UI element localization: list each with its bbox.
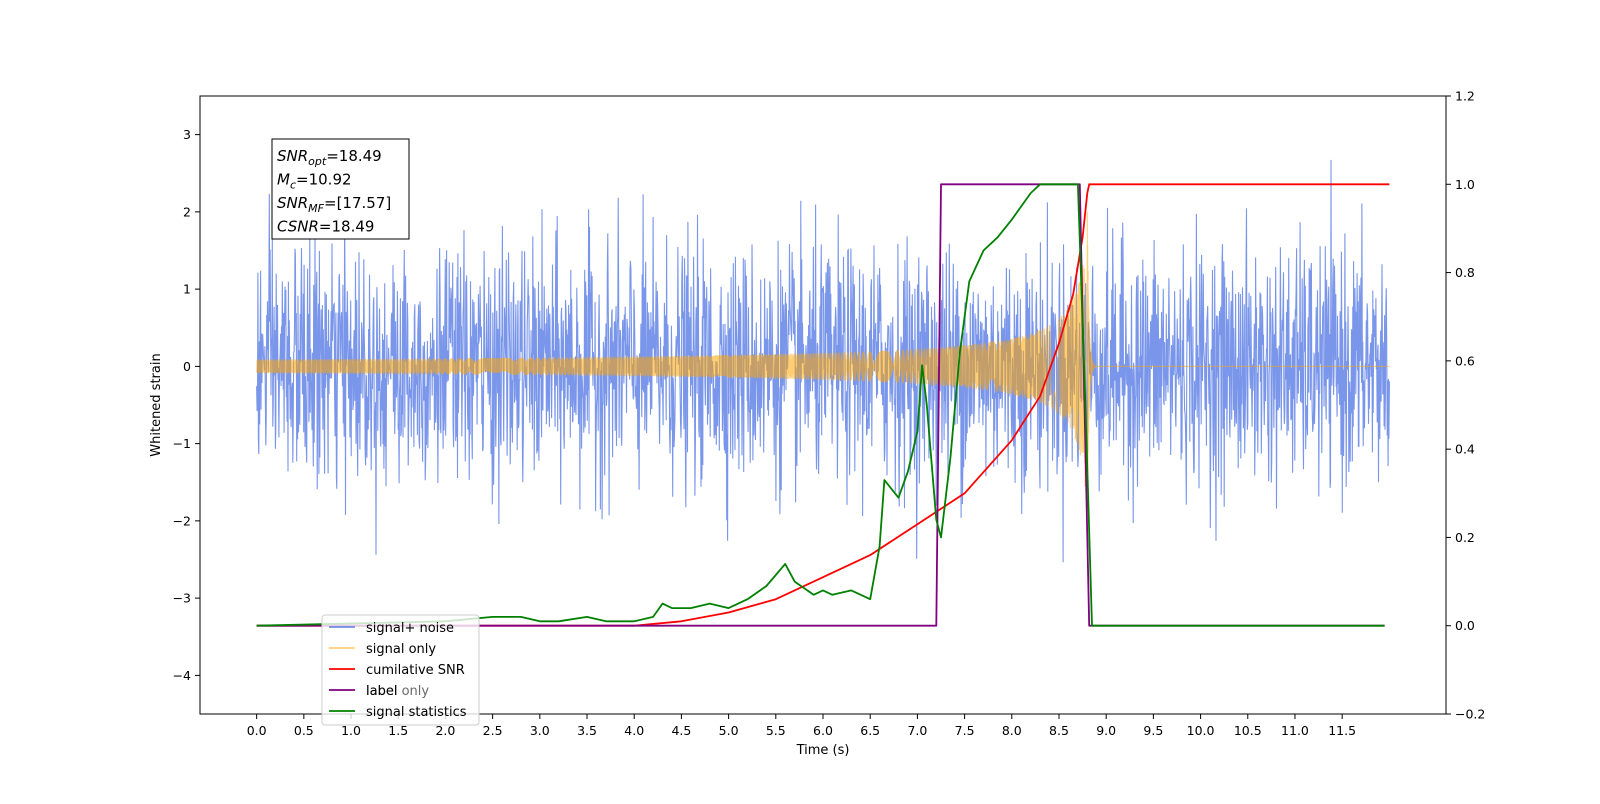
x-tick-label: 11.0 bbox=[1281, 723, 1309, 738]
annotation-line: Mc=10.92 bbox=[277, 171, 352, 192]
y2-tick-label: 0.6 bbox=[1455, 353, 1475, 368]
x-tick-label: 4.0 bbox=[624, 723, 644, 738]
y-axis-left: 3 2 1 0 −1 −2 −3 −4 bbox=[173, 127, 200, 683]
series-line-signal-only bbox=[256, 211, 1390, 504]
legend-label: label bbox=[366, 684, 397, 699]
x-tick-label: 9.5 bbox=[1143, 723, 1163, 738]
x-tick-label: 7.5 bbox=[955, 723, 975, 738]
plot-area bbox=[256, 159, 1390, 627]
x-axis: 0.0 0.5 1.0 1.5 2.0 2.5 3.0 3.5 4.0 4.5 5.0 5.5 6.0 6… bbox=[247, 714, 1356, 738]
y-tick-label: 3 bbox=[183, 127, 191, 142]
series-line-signal-noise bbox=[256, 159, 1390, 563]
y2-tick-label: 1.2 bbox=[1455, 89, 1475, 104]
y-tick-label: 0 bbox=[183, 359, 191, 374]
x-tick-label: 5.0 bbox=[719, 723, 739, 738]
x-tick-label: 6.5 bbox=[860, 723, 880, 738]
y-tick-label: −2 bbox=[173, 513, 191, 528]
x-tick-label: 3.0 bbox=[530, 723, 550, 738]
x-tick-label: 4.5 bbox=[671, 723, 691, 738]
x-axis-label: Time (s) bbox=[796, 743, 850, 758]
legend-label: signal+ noise bbox=[366, 621, 454, 636]
x-tick-label: 1.5 bbox=[388, 723, 408, 738]
y-axis-label: Whitened strain bbox=[149, 353, 164, 456]
x-tick-label: 2.0 bbox=[435, 723, 455, 738]
x-tick-label: 3.5 bbox=[577, 723, 597, 738]
y2-tick-label: 0.4 bbox=[1455, 442, 1475, 457]
x-tick-label: 10.0 bbox=[1187, 723, 1215, 738]
y-tick-label: 2 bbox=[183, 204, 191, 219]
x-tick-label: 0.0 bbox=[247, 723, 267, 738]
y-tick-label: −1 bbox=[173, 436, 191, 451]
x-tick-label: 11.5 bbox=[1328, 723, 1356, 738]
y-tick-label: −4 bbox=[173, 668, 191, 683]
legend-label: cumilative SNR bbox=[366, 663, 465, 678]
x-tick-label: 8.5 bbox=[1049, 723, 1069, 738]
series-line-signal-statistics bbox=[256, 183, 1385, 627]
legend-label: signal only bbox=[366, 642, 436, 657]
x-tick-label: 0.5 bbox=[294, 723, 314, 738]
series-line-cumilative-snr bbox=[256, 183, 1390, 627]
y2-tick-label: −0.2 bbox=[1455, 707, 1485, 722]
legend-frame bbox=[321, 614, 480, 726]
x-tick-label: 7.0 bbox=[907, 723, 927, 738]
y2-tick-label: 0.0 bbox=[1455, 618, 1475, 633]
annotation-line: SNRopt=18.49 bbox=[277, 147, 382, 168]
x-tick-label: 9.0 bbox=[1096, 723, 1116, 738]
legend-label-overlapped: label only bbox=[366, 684, 429, 699]
x-tick-label: 5.5 bbox=[766, 723, 786, 738]
y-tick-label: −3 bbox=[173, 591, 191, 606]
annotation-line: SNRMF=[17.57] bbox=[277, 194, 391, 215]
x-tick-label: 8.0 bbox=[1002, 723, 1022, 738]
x-tick-label: 10.5 bbox=[1234, 723, 1262, 738]
y-tick-label: 1 bbox=[183, 282, 191, 297]
y2-tick-label: 0.8 bbox=[1455, 265, 1475, 280]
x-tick-label: 2.5 bbox=[483, 723, 503, 738]
annotation-line: CSNR=18.49 bbox=[277, 218, 374, 236]
x-tick-label: 6.0 bbox=[813, 723, 833, 738]
y2-tick-label: 0.2 bbox=[1455, 530, 1475, 545]
annotation-frame bbox=[271, 138, 410, 240]
legend-label: signal statistics bbox=[366, 705, 467, 720]
x-tick-label: 1.0 bbox=[341, 723, 361, 738]
y2-tick-label: 1.0 bbox=[1455, 177, 1475, 192]
y-axis-right: 1.2 1.0 0.8 0.6 0.4 0.2 0.0 −0.2 bbox=[1446, 89, 1485, 722]
legend: signal+ noise signal only cumilative SNR la… bbox=[321, 614, 480, 726]
